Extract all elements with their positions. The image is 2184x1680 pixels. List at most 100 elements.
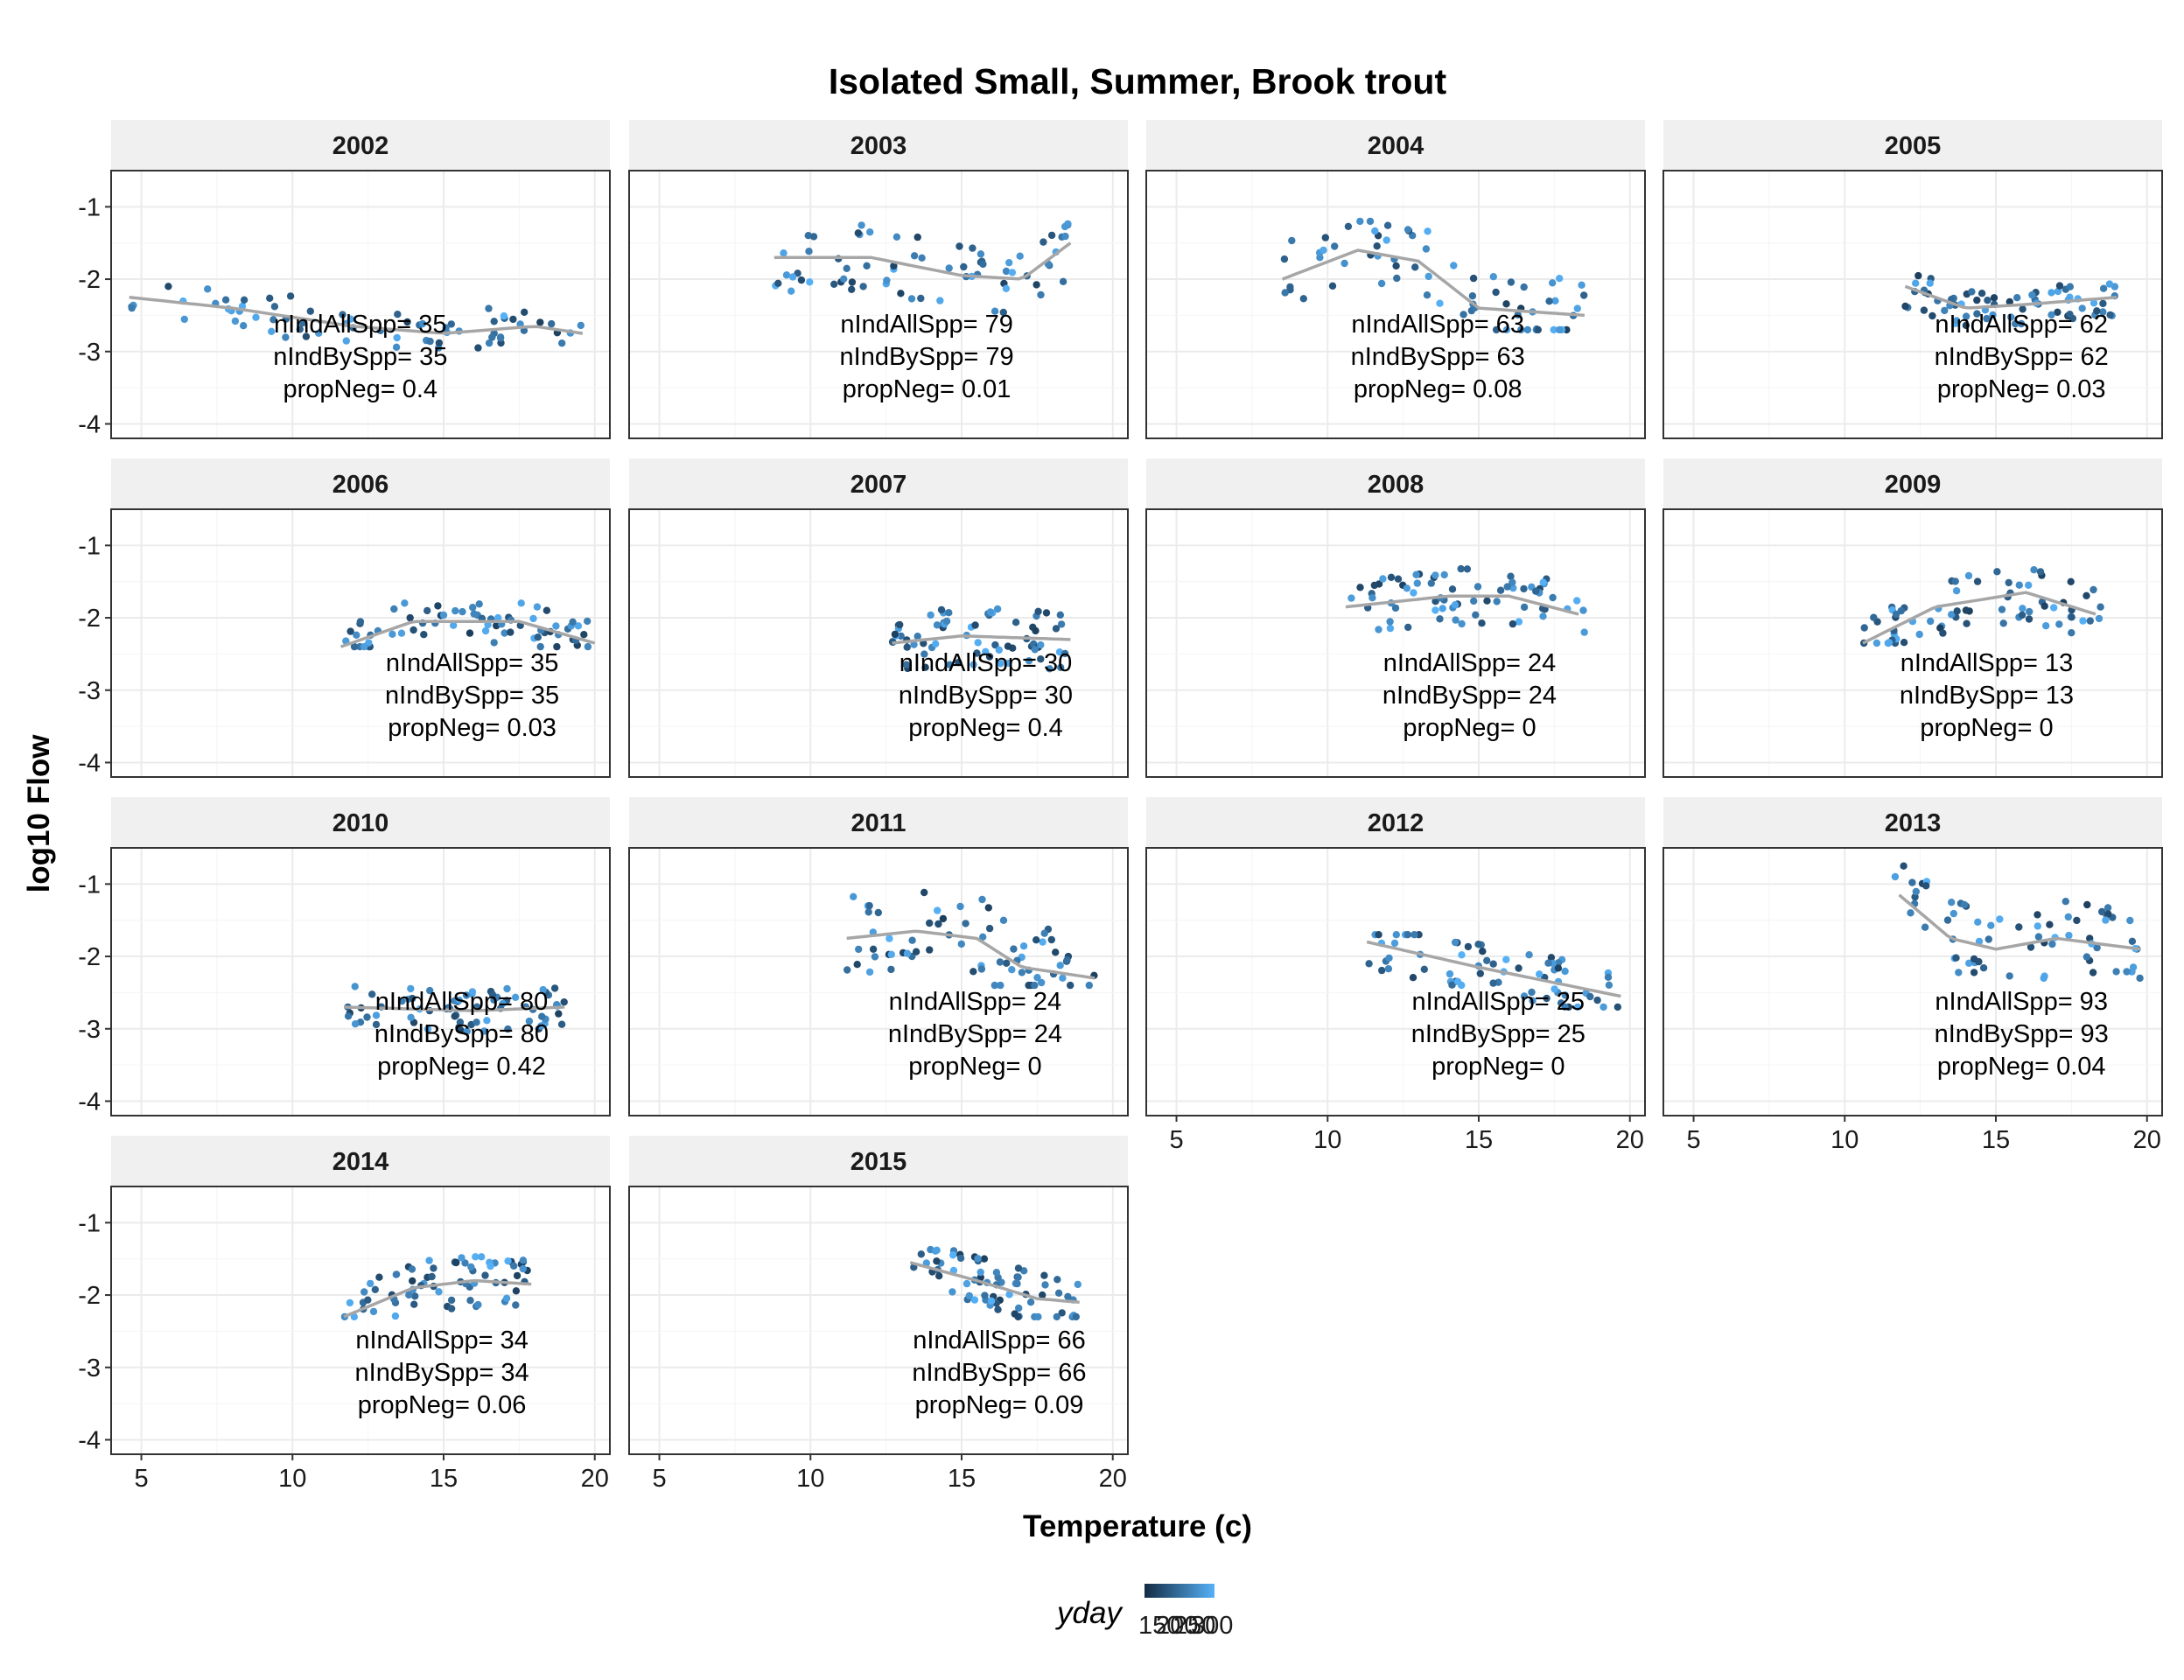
data-point xyxy=(407,1013,415,1022)
facet-strip-label: 2014 xyxy=(332,1148,389,1176)
data-point xyxy=(1060,222,1069,231)
data-point xyxy=(1960,900,1969,909)
data-point xyxy=(463,1027,471,1035)
data-point xyxy=(1047,935,1056,944)
data-point xyxy=(430,1264,438,1272)
facet-panel-2008: 2008 nIndAllSpp= 24 nIndBySpp= 24 propNeg= … xyxy=(1145,458,1646,778)
data-point xyxy=(2015,923,2023,931)
data-point xyxy=(1034,1312,1042,1321)
data-point xyxy=(2017,319,2026,328)
data-point xyxy=(488,990,497,999)
data-point xyxy=(1984,935,1992,943)
data-point xyxy=(478,1253,486,1261)
data-point xyxy=(356,618,365,626)
data-point xyxy=(164,283,172,290)
data-point xyxy=(1404,623,1412,632)
data-point xyxy=(1586,992,1594,1001)
data-point xyxy=(369,1307,378,1316)
data-point xyxy=(286,292,295,300)
annotation-nIndBySpp: nIndBySpp= 80 xyxy=(374,1020,549,1048)
data-point xyxy=(2073,916,2081,925)
data-point xyxy=(502,1294,511,1303)
data-point xyxy=(1390,939,1399,948)
smooth-line xyxy=(340,620,596,648)
legend-label-200: 200 xyxy=(1156,1612,1198,1640)
data-point xyxy=(1941,306,1949,315)
data-point xyxy=(452,1258,460,1267)
annotation-nIndBySpp: nIndBySpp= 25 xyxy=(1411,1020,1586,1048)
y-tick-label: -3 xyxy=(78,1016,101,1044)
data-point xyxy=(240,322,248,330)
y-axis-title: log10 Flow xyxy=(22,734,56,893)
data-point xyxy=(1872,639,1881,648)
data-point xyxy=(2067,578,2075,585)
annotation-nIndBySpp: nIndBySpp= 79 xyxy=(840,343,1014,371)
data-point xyxy=(1962,312,1970,320)
data-point xyxy=(418,319,427,328)
data-point xyxy=(519,1264,527,1273)
data-point xyxy=(2112,968,2120,976)
smooth-line xyxy=(909,1261,1080,1305)
x-tick-label: 10 xyxy=(278,1465,306,1493)
data-point xyxy=(1436,299,1444,307)
y-tick-label: -1 xyxy=(78,1209,101,1237)
data-point xyxy=(560,998,568,1006)
data-point xyxy=(266,294,274,302)
data-point xyxy=(1410,589,1418,597)
data-point xyxy=(408,1265,416,1273)
data-point xyxy=(425,1256,433,1264)
data-point xyxy=(507,628,514,636)
panel-border xyxy=(628,847,1129,1116)
data-point xyxy=(949,1251,957,1259)
data-point xyxy=(548,319,556,328)
data-point xyxy=(926,946,934,954)
data-point xyxy=(424,1025,432,1033)
x-tick-label: 20 xyxy=(1099,1465,1127,1493)
data-point xyxy=(375,1273,383,1281)
data-point xyxy=(933,621,942,629)
data-point xyxy=(1331,242,1339,250)
data-point xyxy=(2089,969,2097,976)
y-tick-label: -4 xyxy=(78,1088,101,1116)
data-point xyxy=(1973,578,1982,585)
data-point xyxy=(2079,617,2087,625)
panel-annotations: nIndAllSpp= 35 nIndBySpp= 35 propNeg= 0.03 xyxy=(385,649,559,742)
data-point xyxy=(450,621,458,629)
data-point xyxy=(1074,1280,1082,1289)
data-point xyxy=(1002,284,1011,292)
data-point xyxy=(1983,314,1991,323)
data-point xyxy=(1970,969,1978,976)
data-point xyxy=(2090,299,2098,307)
data-point xyxy=(1054,1289,1063,1298)
data-point xyxy=(1502,326,1511,334)
data-point xyxy=(391,1312,400,1320)
data-point xyxy=(1019,942,1028,950)
data-point xyxy=(458,607,466,616)
data-point xyxy=(346,315,354,323)
data-point xyxy=(420,631,428,639)
data-point xyxy=(537,1022,545,1030)
data-point xyxy=(364,1296,372,1304)
data-point xyxy=(1010,945,1018,953)
data-point xyxy=(368,990,376,998)
data-point xyxy=(1375,931,1382,939)
data-point xyxy=(1393,274,1401,283)
data-point xyxy=(553,642,561,651)
data-point xyxy=(1032,281,1040,289)
data-point xyxy=(1472,611,1480,619)
data-point xyxy=(1474,583,1482,591)
data-point xyxy=(504,1257,512,1265)
data-point xyxy=(1478,620,1486,627)
data-point xyxy=(2062,898,2069,906)
x-tick-label: 5 xyxy=(1169,1126,1183,1154)
facet-strip xyxy=(1663,797,2162,848)
data-point xyxy=(1008,966,1016,974)
data-point xyxy=(979,933,987,942)
data-point xyxy=(1907,909,1914,917)
panel-annotations: nIndAllSpp= 63 nIndBySpp= 63 propNeg= 0.08 xyxy=(1351,311,1525,403)
data-point xyxy=(1052,625,1060,633)
panel-border xyxy=(628,1186,1129,1455)
annotation-propNeg: propNeg= 0.06 xyxy=(358,1391,527,1419)
data-point xyxy=(1965,959,1973,968)
data-point xyxy=(2048,289,2055,297)
